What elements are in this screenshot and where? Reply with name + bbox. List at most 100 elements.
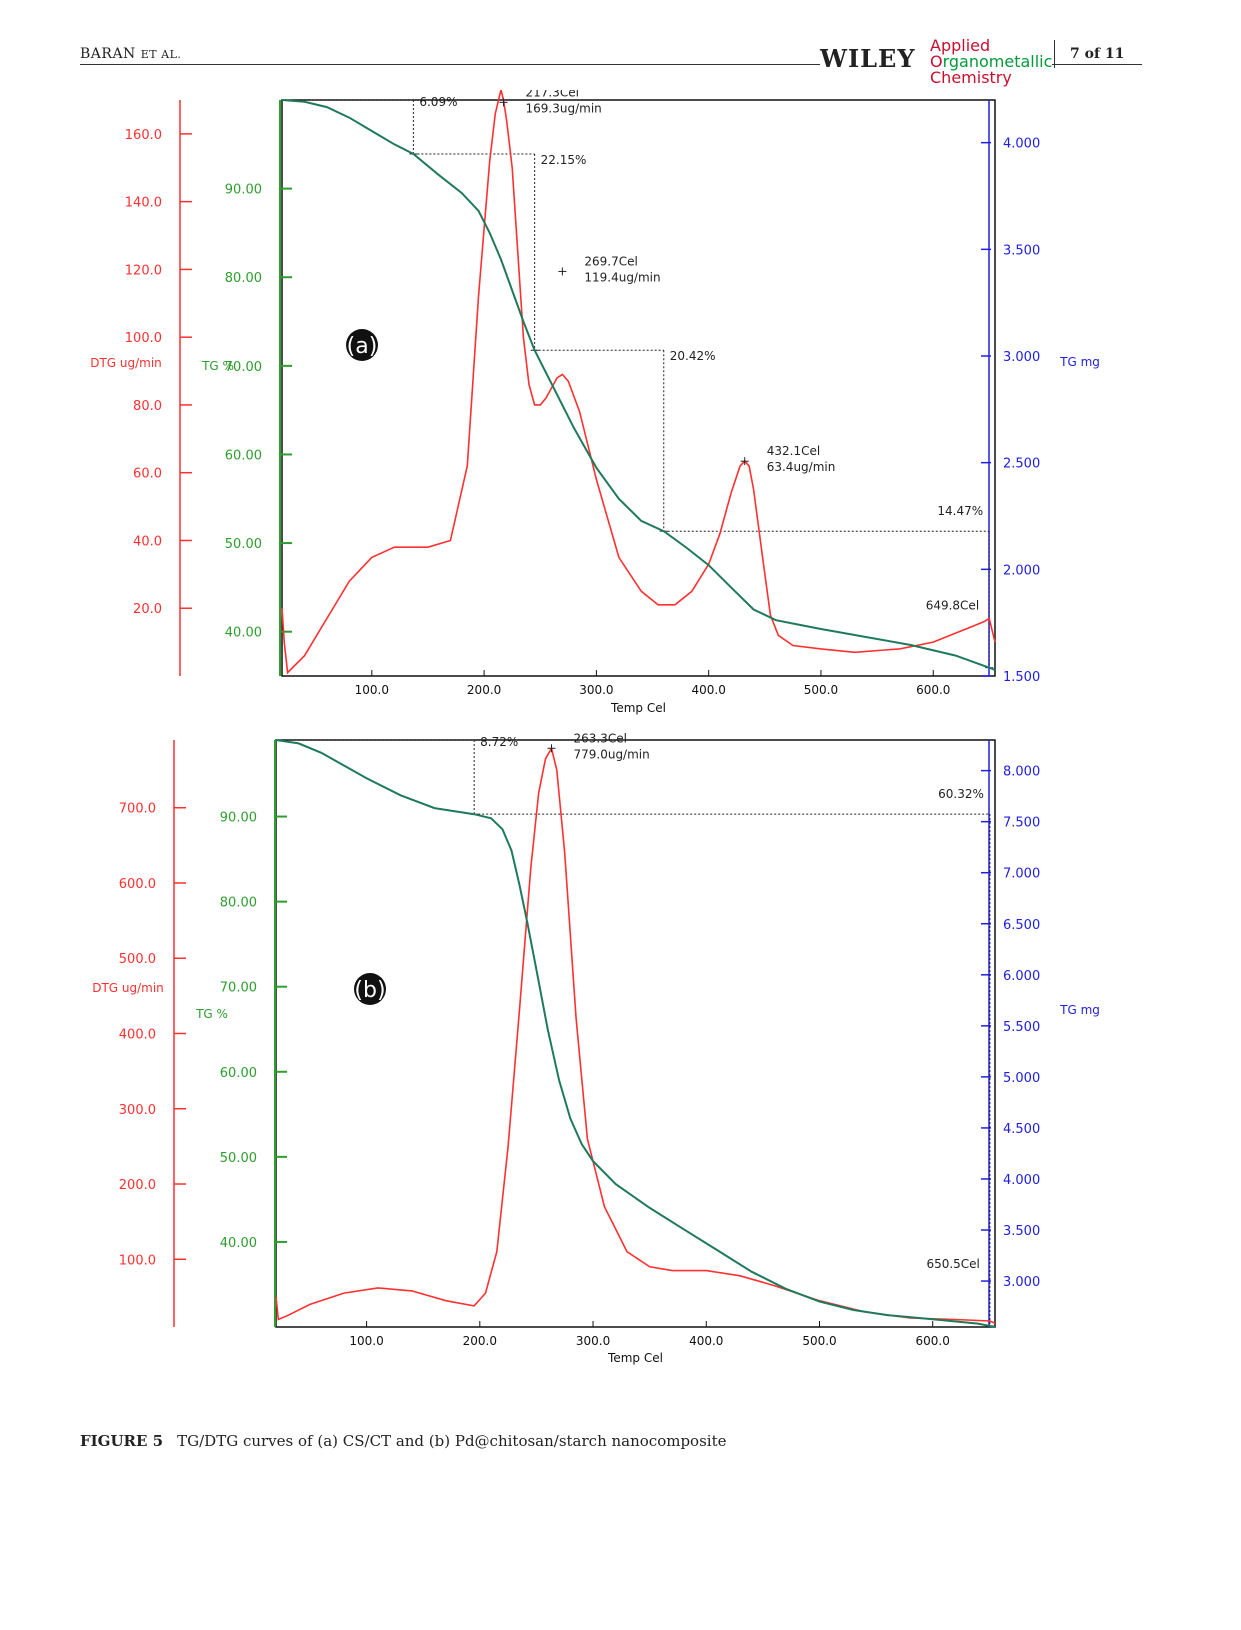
plot-frame: [281, 99, 996, 677]
loss-percent-label: 6.09%: [419, 95, 457, 109]
tg-curve: [281, 99, 996, 671]
dtg-tick-label: 40.0: [133, 534, 162, 549]
peak-rate-label: 63.4ug/min: [767, 460, 836, 474]
tg-tick-label: 60.00: [220, 1066, 257, 1081]
figure-caption: FIGURE 5 TG/DTG curves of (a) CS/CT and (…: [80, 1432, 727, 1450]
tg-tick-label: 50.00: [225, 537, 262, 552]
tg-dtg-chart-a: 20.0 40.0 60.0 80.0 100.0 120.0 140.0 160.0 DTG …: [90, 90, 1100, 715]
dtg-tick-label: 60.0: [133, 467, 162, 482]
tg-axis-label: TG %: [201, 359, 234, 373]
peak-rate-label: 119.4ug/min: [584, 270, 660, 284]
peak-temp-label: 432.1Cel: [767, 444, 820, 458]
peak-rate-label: 169.3ug/min: [526, 101, 602, 115]
mg-tick-label: 7.500: [1003, 816, 1040, 831]
loss-percent-label: 20.42%: [670, 349, 716, 363]
dtg-tick-label: 160.0: [125, 128, 162, 143]
mg-tick-label: 6.500: [1003, 918, 1040, 933]
tg-tick-label: 80.00: [225, 271, 262, 286]
tg-axis-label: TG %: [195, 1007, 228, 1021]
tg-dtg-chart-b: 100.0 200.0 300.0 400.0 500.0 600.0 700.0 DTG u…: [92, 731, 1100, 1365]
tg-curve: [275, 739, 996, 1328]
dtg-tick-label: 400.0: [119, 1028, 156, 1043]
x-tick-label: 500.0: [804, 683, 838, 697]
header-rule: [80, 64, 820, 65]
peak-temp-label: 263.3Cel: [573, 731, 626, 745]
running-head-author: BARAN: [80, 46, 136, 62]
header-rule-right: [1052, 64, 1142, 65]
dtg-tick-label: 300.0: [119, 1103, 156, 1118]
x-axis-label: Temp Cel: [610, 701, 666, 715]
tg-tick-label: 40.00: [225, 626, 262, 641]
figure-label: FIGURE 5: [80, 1432, 164, 1450]
tg-tick-label: 80.00: [220, 896, 257, 911]
page-number: 7 of 11: [1070, 46, 1125, 62]
header-separator: [1054, 40, 1055, 68]
dtg-tick-label: 700.0: [119, 802, 156, 817]
mg-tick-label: 3.500: [1003, 1224, 1040, 1239]
mg-tick-label: 6.000: [1003, 969, 1040, 984]
loss-percent-label: 8.72%: [480, 735, 518, 749]
x-tick-label: 600.0: [916, 1334, 950, 1348]
dtg-tick-label: 500.0: [119, 952, 156, 967]
mg-tick-label: 4.000: [1003, 1173, 1040, 1188]
dtg-tick-label: 600.0: [119, 877, 156, 892]
x-axis-label: Temp Cel: [607, 1351, 663, 1365]
peak-rate-label: 779.0ug/min: [573, 747, 649, 761]
mg-tick-label: 5.500: [1003, 1020, 1040, 1035]
loss-percent-label: 14.47%: [937, 504, 983, 518]
peak-temp-label: 217.3Cel: [526, 90, 579, 99]
loss-percent-label: 22.15%: [541, 153, 587, 167]
mg-tick-label: 4.000: [1003, 137, 1040, 152]
running-head-etal: ET AL.: [140, 48, 182, 61]
tg-tick-label: 50.00: [220, 1151, 257, 1166]
panel-label: (a): [347, 334, 378, 359]
end-temp-label: 650.5Cel: [926, 1257, 979, 1271]
mg-tick-label: 3.000: [1003, 1275, 1040, 1290]
panel-label: (b): [354, 978, 385, 1003]
dtg-axis-label: DTG ug/min: [92, 981, 164, 995]
x-tick-label: 400.0: [689, 1334, 723, 1348]
mg-tick-label: 4.500: [1003, 1122, 1040, 1137]
journal-logo: Applied Organometallic Chemistry: [930, 36, 1053, 87]
mg-axis-label: TG mg: [1059, 1003, 1100, 1017]
x-tick-label: 300.0: [576, 1334, 610, 1348]
tg-tick-label: 40.00: [220, 1236, 257, 1251]
end-temp-label: 649.8Cel: [926, 599, 979, 613]
mg-tick-label: 7.000: [1003, 867, 1040, 882]
panel-label-badge: [354, 973, 386, 1005]
x-tick-label: 100.0: [355, 683, 389, 697]
mg-tick-label: 2.000: [1003, 563, 1040, 578]
mg-tick-label: 3.000: [1003, 350, 1040, 365]
dtg-tick-label: 100.0: [125, 331, 162, 346]
dtg-tick-label: 100.0: [119, 1253, 156, 1268]
tg-tick-label: 70.00: [220, 981, 257, 996]
dtg-curve: [281, 90, 996, 675]
running-head: BARAN ET AL.: [80, 46, 181, 62]
x-tick-label: 500.0: [802, 1334, 836, 1348]
peak-temp-label: 269.7Cel: [584, 254, 637, 268]
mg-tick-label: 5.000: [1003, 1071, 1040, 1086]
mg-tick-label: 1.500: [1003, 670, 1040, 685]
x-tick-label: 200.0: [463, 1334, 497, 1348]
dtg-axis-label: DTG ug/min: [90, 356, 162, 370]
dtg-curve: [275, 746, 996, 1324]
plot-frame: [275, 739, 996, 1328]
x-tick-label: 300.0: [579, 683, 613, 697]
x-tick-label: 100.0: [349, 1334, 383, 1348]
figure-caption-text: TG/DTG curves of (a) CS/CT and (b) Pd@ch…: [177, 1432, 727, 1450]
dtg-tick-label: 140.0: [125, 196, 162, 211]
tg-tick-label: 70.00: [225, 360, 262, 375]
x-tick-label: 400.0: [691, 683, 725, 697]
tg-tick-label: 60.00: [225, 448, 262, 463]
publisher-logo: WILEY: [820, 44, 916, 73]
tg-tick-label: 90.00: [225, 183, 262, 198]
dtg-tick-label: 20.0: [133, 602, 162, 617]
panel-label-badge: [346, 329, 378, 361]
x-tick-label: 600.0: [916, 683, 950, 697]
mg-axis-label: TG mg: [1059, 355, 1100, 369]
tg-tick-label: 90.00: [220, 811, 257, 826]
x-tick-label: 200.0: [467, 683, 501, 697]
dtg-tick-label: 120.0: [125, 263, 162, 278]
dtg-tick-label: 80.0: [133, 399, 162, 414]
dtg-tick-label: 200.0: [119, 1178, 156, 1193]
